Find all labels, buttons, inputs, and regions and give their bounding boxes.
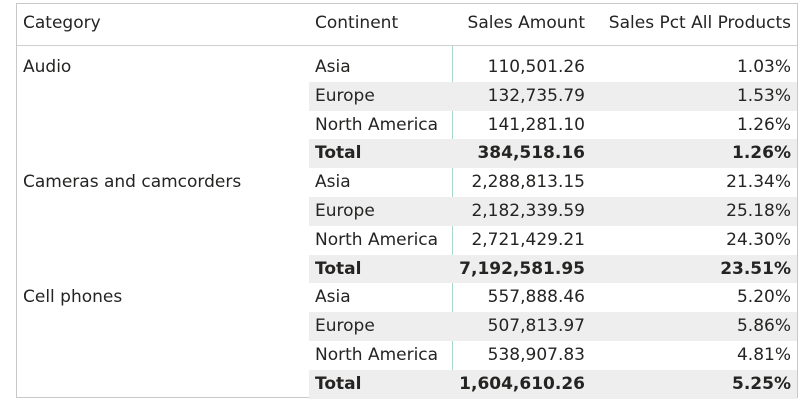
sales-pct-cell[interactable]: 21.34% [726, 172, 791, 193]
sales-pct-cell[interactable]: 23.51% [720, 258, 791, 279]
sales-pct-cell[interactable]: 1.53% [736, 85, 791, 106]
sales-pct-cell[interactable]: 5.86% [736, 316, 791, 337]
column-header-category[interactable]: Category [23, 13, 101, 33]
category-cell[interactable]: Cell phones [23, 287, 123, 308]
continent-cell[interactable]: Europe [315, 201, 375, 221]
column-header-sales-amount[interactable]: Sales Amount [467, 13, 585, 33]
sales-pct-cell[interactable]: 1.26% [732, 143, 791, 164]
sales-amount-cell[interactable]: 132,735.79 [487, 85, 585, 106]
sales-amount-cell[interactable]: 538,907.83 [487, 345, 585, 365]
row-banding [309, 81, 797, 111]
column-header-sales-pct[interactable]: Sales Pct All Products [608, 13, 791, 33]
sales-amount-cell[interactable]: 557,888.46 [487, 287, 585, 308]
matrix-visual: Category Continent Sales Amount Sales Pc… [16, 3, 798, 399]
row-banding [309, 197, 797, 226]
sales-amount-cell[interactable]: 141,281.10 [487, 114, 585, 135]
sales-pct-cell[interactable]: 5.20% [736, 287, 791, 308]
row-banding [309, 254, 797, 284]
continent-cell[interactable]: Total [315, 373, 362, 394]
category-cell[interactable]: Cameras and camcorders [23, 172, 242, 193]
sales-amount-cell[interactable]: 2,288,813.15 [471, 172, 585, 193]
continent-cell[interactable]: North America [315, 345, 439, 365]
sales-pct-cell[interactable]: 4.81% [736, 345, 791, 365]
continent-cell[interactable]: Asia [315, 57, 351, 77]
sales-amount-cell[interactable]: 7,192,581.95 [459, 258, 585, 279]
sales-pct-cell[interactable]: 25.18% [726, 201, 791, 221]
sales-pct-cell[interactable]: 1.26% [736, 114, 791, 135]
sales-pct-cell[interactable]: 5.25% [732, 373, 791, 394]
table-row: Europe 132,735.79 1.53% [17, 81, 797, 111]
table-row: Cameras and camcorders Asia 2,288,813.15 21… [17, 168, 797, 197]
sales-amount-cell[interactable]: 110,501.26 [487, 57, 585, 77]
sales-amount-cell[interactable]: 507,813.97 [487, 316, 585, 337]
continent-cell[interactable]: Asia [315, 287, 351, 308]
total-row: Total 1,604,610.26 5.25% [17, 369, 797, 399]
total-row: Total 7,192,581.95 23.51% [17, 254, 797, 284]
row-banding [309, 369, 797, 399]
sales-pct-cell[interactable]: 24.30% [726, 229, 791, 250]
table-row: Europe 507,813.97 5.86% [17, 312, 797, 341]
continent-cell[interactable]: Europe [315, 85, 375, 106]
table-row: Europe 2,182,339.59 25.18% [17, 197, 797, 226]
table-row: North America 2,721,429.21 24.30% [17, 226, 797, 255]
continent-cell[interactable]: Europe [315, 316, 375, 337]
sales-amount-cell[interactable]: 384,518.16 [477, 143, 585, 164]
table-row: Audio Asia 110,501.26 1.03% [17, 53, 797, 82]
continent-cell[interactable]: Total [315, 258, 362, 279]
continent-cell[interactable]: North America [315, 229, 439, 250]
sales-amount-cell[interactable]: 1,604,610.26 [459, 373, 585, 394]
column-header-continent[interactable]: Continent [315, 13, 399, 33]
table-row: North America 538,907.83 4.81% [17, 341, 797, 370]
sales-amount-cell[interactable]: 2,721,429.21 [471, 229, 585, 250]
table-row: North America 141,281.10 1.26% [17, 111, 797, 140]
total-row: Total 384,518.16 1.26% [17, 139, 797, 169]
category-cell[interactable]: Audio [23, 57, 72, 77]
column-header-row: Category Continent Sales Amount Sales Pc… [17, 4, 797, 46]
row-banding [309, 312, 797, 341]
sales-pct-cell[interactable]: 1.03% [736, 57, 791, 77]
row-banding [309, 139, 797, 169]
continent-cell[interactable]: Asia [315, 172, 351, 193]
sales-amount-cell[interactable]: 2,182,339.59 [471, 201, 585, 221]
table-row: Cell phones Asia 557,888.46 5.20% [17, 283, 797, 312]
continent-cell[interactable]: Total [315, 143, 362, 164]
continent-cell[interactable]: North America [315, 114, 439, 135]
